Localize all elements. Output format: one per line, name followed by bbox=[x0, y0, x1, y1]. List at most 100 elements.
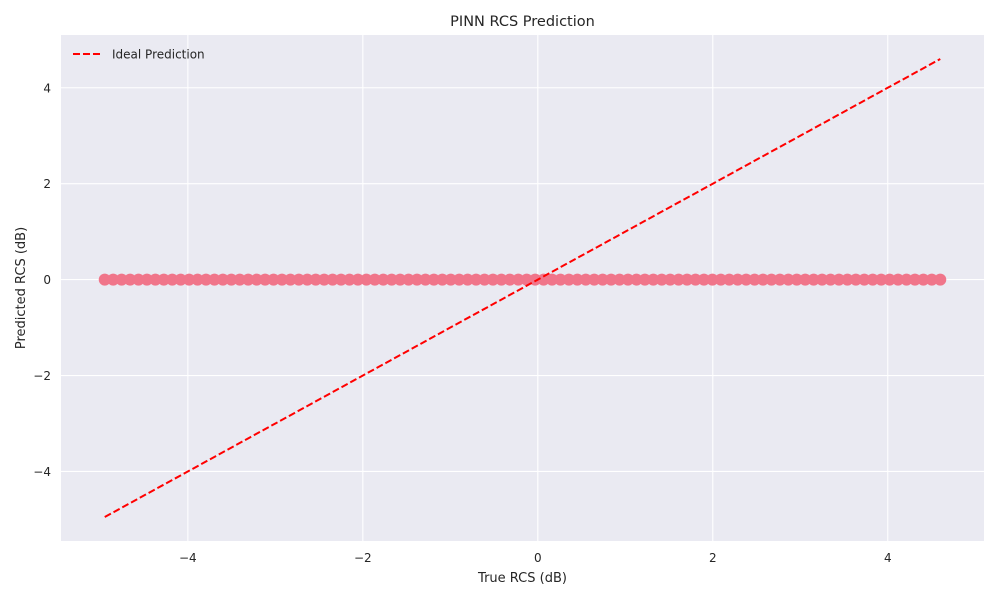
scatter-point bbox=[351, 273, 364, 286]
scatter-point bbox=[284, 273, 297, 286]
scatter-point bbox=[326, 273, 339, 286]
x-tick-label: 0 bbox=[534, 551, 542, 565]
scatter-point bbox=[655, 273, 668, 286]
scatter-point bbox=[343, 273, 356, 286]
scatter-point bbox=[900, 273, 913, 286]
scatter-point bbox=[807, 273, 820, 286]
scatter-point bbox=[883, 273, 896, 286]
scatter-point bbox=[419, 273, 432, 286]
scatter-point bbox=[866, 273, 879, 286]
scatter-point bbox=[402, 273, 415, 286]
scatter-point bbox=[98, 273, 111, 286]
scatter-point bbox=[512, 273, 525, 286]
scatter-point bbox=[233, 273, 246, 286]
scatter-point bbox=[841, 273, 854, 286]
scatter-point bbox=[385, 273, 398, 286]
scatter-point bbox=[621, 273, 634, 286]
tick-labels: −4 −2 0 2 4 −4 −2 0 2 4 bbox=[33, 81, 891, 565]
scatter-point bbox=[183, 273, 196, 286]
scatter-point bbox=[630, 273, 643, 286]
scatter-point bbox=[875, 273, 888, 286]
scatter-point bbox=[140, 273, 153, 286]
scatter-point bbox=[157, 273, 170, 286]
scatter-point bbox=[672, 273, 685, 286]
legend: Ideal Prediction bbox=[73, 48, 205, 62]
scatter-point bbox=[714, 273, 727, 286]
scatter-point bbox=[697, 273, 710, 286]
legend-label-ideal-prediction: Ideal Prediction bbox=[112, 48, 205, 62]
scatter-point bbox=[638, 273, 651, 286]
scatter-point bbox=[461, 273, 474, 286]
scatter-point bbox=[503, 273, 516, 286]
scatter-point bbox=[360, 273, 373, 286]
scatter-point bbox=[782, 273, 795, 286]
y-tick-label: 0 bbox=[43, 273, 51, 287]
scatter-point bbox=[444, 273, 457, 286]
scatter-point bbox=[115, 273, 128, 286]
scatter-point bbox=[124, 273, 137, 286]
scatter-point bbox=[571, 273, 584, 286]
scatter-point bbox=[554, 273, 567, 286]
scatter-point bbox=[200, 273, 213, 286]
scatter-point bbox=[318, 273, 331, 286]
scatter-point bbox=[107, 273, 120, 286]
scatter-point bbox=[486, 273, 499, 286]
scatter-point bbox=[740, 273, 753, 286]
scatter-point bbox=[368, 273, 381, 286]
scatter-point bbox=[394, 273, 407, 286]
scatter-point bbox=[799, 273, 812, 286]
y-tick-label: −4 bbox=[33, 465, 51, 479]
scatter-point bbox=[824, 273, 837, 286]
ideal-prediction-line bbox=[104, 58, 941, 518]
scatter-point bbox=[748, 273, 761, 286]
scatter-point bbox=[773, 273, 786, 286]
scatter-point bbox=[849, 273, 862, 286]
scatter-point bbox=[470, 273, 483, 286]
x-tick-label: −4 bbox=[179, 551, 197, 565]
scatter-point bbox=[723, 273, 736, 286]
scatter-point bbox=[706, 273, 719, 286]
scatter-point bbox=[132, 273, 145, 286]
chart-title: PINN RCS Prediction bbox=[450, 14, 595, 30]
scatter-point bbox=[166, 273, 179, 286]
scatter-point bbox=[579, 273, 592, 286]
scatter-point bbox=[174, 273, 187, 286]
y-axis-label: Predicted RCS (dB) bbox=[14, 227, 29, 349]
scatter-point bbox=[275, 273, 288, 286]
scatter-point bbox=[689, 273, 702, 286]
scatter-point bbox=[335, 273, 348, 286]
scatter-point bbox=[731, 273, 744, 286]
scatter-point bbox=[453, 273, 466, 286]
scatter-point bbox=[225, 273, 238, 286]
scatter-point bbox=[934, 273, 947, 286]
y-tick-label: 2 bbox=[43, 177, 51, 191]
scatter-point bbox=[917, 273, 930, 286]
scatter-point bbox=[790, 273, 803, 286]
x-tick-label: 2 bbox=[709, 551, 717, 565]
scatter-point bbox=[301, 273, 314, 286]
scatter-point bbox=[588, 273, 601, 286]
scatter-point bbox=[681, 273, 694, 286]
scatter-point bbox=[816, 273, 829, 286]
scatter-point bbox=[292, 273, 305, 286]
scatter-series bbox=[98, 273, 947, 286]
scatter-point bbox=[250, 273, 263, 286]
y-tick-label: −2 bbox=[33, 369, 51, 383]
scatter-point bbox=[925, 273, 938, 286]
x-axis-label: True RCS (dB) bbox=[477, 571, 567, 586]
x-tick-label: −2 bbox=[354, 551, 372, 565]
scatter-point bbox=[377, 273, 390, 286]
scatter-point bbox=[757, 273, 770, 286]
scatter-point bbox=[832, 273, 845, 286]
scatter-point bbox=[529, 273, 542, 286]
y-tick-label: 4 bbox=[43, 81, 51, 95]
scatter-point bbox=[605, 273, 618, 286]
scatter-point bbox=[546, 273, 559, 286]
x-tick-label: 4 bbox=[884, 551, 892, 565]
scatter-point bbox=[208, 273, 221, 286]
scatter-point bbox=[427, 273, 440, 286]
scatter-point bbox=[562, 273, 575, 286]
scatter-point bbox=[478, 273, 491, 286]
